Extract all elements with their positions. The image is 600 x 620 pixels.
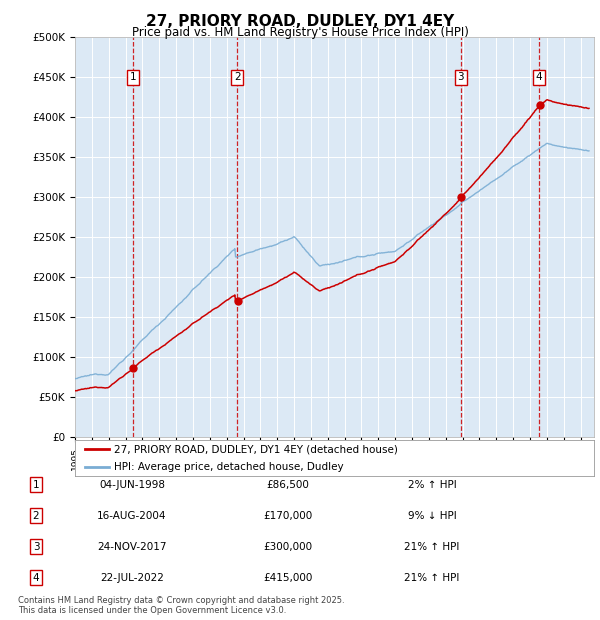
Text: 04-JUN-1998: 04-JUN-1998 [99,480,165,490]
Text: 3: 3 [32,542,40,552]
Text: 21% ↑ HPI: 21% ↑ HPI [404,542,460,552]
Text: 21% ↑ HPI: 21% ↑ HPI [404,573,460,583]
Text: £170,000: £170,000 [263,511,313,521]
Text: 27, PRIORY ROAD, DUDLEY, DY1 4EY: 27, PRIORY ROAD, DUDLEY, DY1 4EY [146,14,454,29]
Text: 3: 3 [458,72,464,82]
Text: 2: 2 [32,511,40,521]
Text: 2% ↑ HPI: 2% ↑ HPI [407,480,457,490]
Text: 4: 4 [32,573,40,583]
Text: Contains HM Land Registry data © Crown copyright and database right 2025.
This d: Contains HM Land Registry data © Crown c… [18,596,344,615]
Text: HPI: Average price, detached house, Dudley: HPI: Average price, detached house, Dudl… [114,461,344,472]
Text: £415,000: £415,000 [263,573,313,583]
Text: £300,000: £300,000 [263,542,313,552]
Text: 9% ↓ HPI: 9% ↓ HPI [407,511,457,521]
Text: Price paid vs. HM Land Registry's House Price Index (HPI): Price paid vs. HM Land Registry's House … [131,26,469,39]
Text: £86,500: £86,500 [266,480,310,490]
Text: 4: 4 [536,72,542,82]
Text: 2: 2 [234,72,241,82]
Text: 27, PRIORY ROAD, DUDLEY, DY1 4EY (detached house): 27, PRIORY ROAD, DUDLEY, DY1 4EY (detach… [114,445,398,454]
Text: 24-NOV-2017: 24-NOV-2017 [97,542,167,552]
Text: 1: 1 [32,480,40,490]
Text: 1: 1 [130,72,136,82]
Text: 22-JUL-2022: 22-JUL-2022 [100,573,164,583]
Text: 16-AUG-2004: 16-AUG-2004 [97,511,167,521]
